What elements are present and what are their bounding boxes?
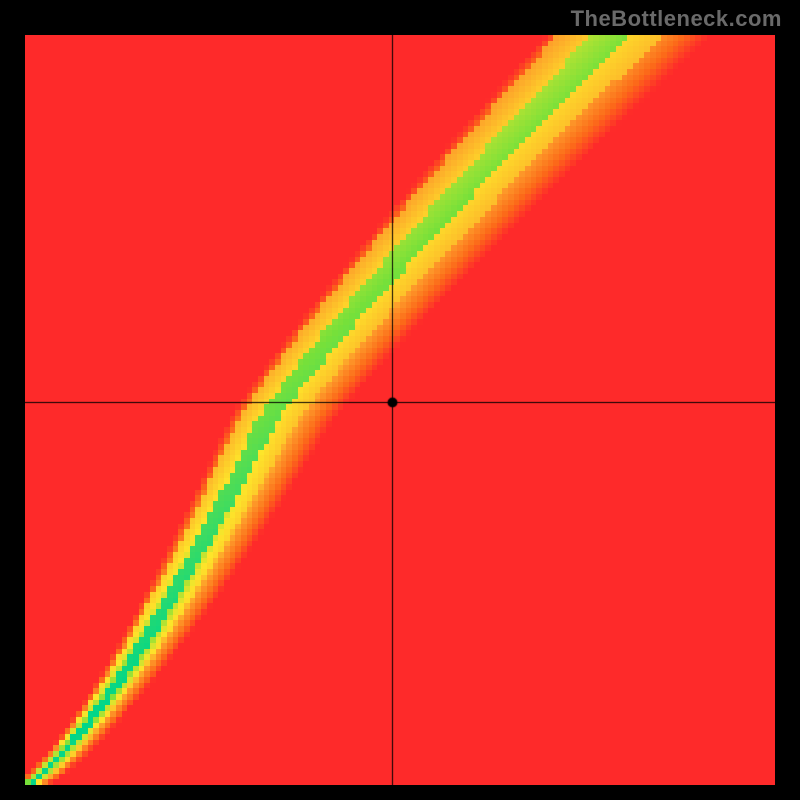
heatmap-canvas <box>25 35 775 785</box>
watermark-text: TheBottleneck.com <box>571 6 782 32</box>
